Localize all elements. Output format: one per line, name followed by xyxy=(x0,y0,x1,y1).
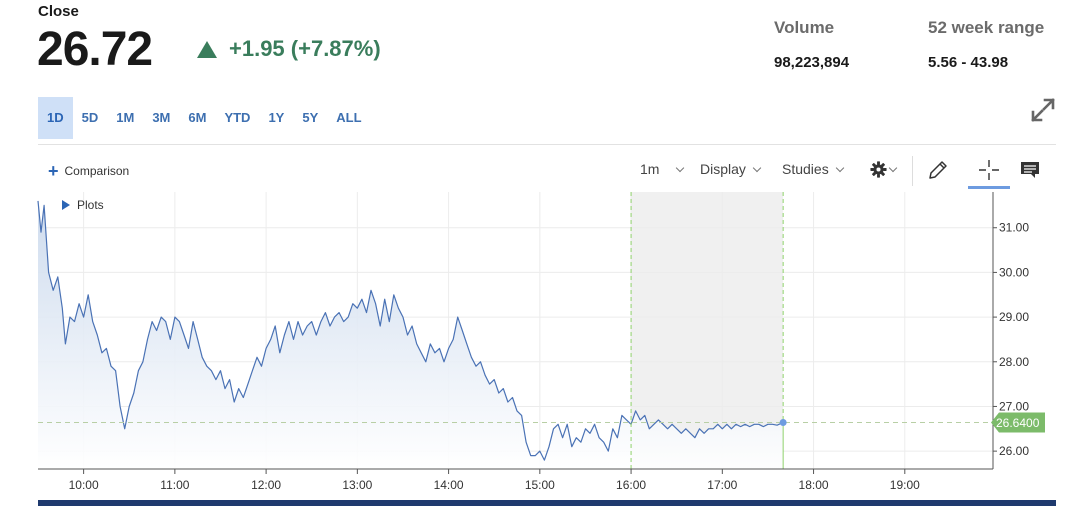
studies-label: Studies xyxy=(782,161,829,177)
price-line xyxy=(37,200,784,461)
range-label: 52 week range xyxy=(928,18,1045,37)
settings-dropdown[interactable] xyxy=(870,161,898,178)
x-tick-label-5: 15:00 xyxy=(525,478,555,492)
plots-toggle[interactable]: Plots xyxy=(62,198,104,212)
y-tick-label-5: 31.00 xyxy=(999,221,1029,235)
tab-5y[interactable]: 5Y xyxy=(302,110,319,125)
x-tick-label-4: 14:00 xyxy=(434,478,464,492)
header-divider xyxy=(38,144,1056,145)
tab-1y[interactable]: 1Y xyxy=(268,110,285,125)
last-value-label: 26.6400 xyxy=(996,416,1040,430)
volume-label: Volume xyxy=(774,18,835,37)
x-tick-label-1: 11:00 xyxy=(160,478,189,492)
expand-icon[interactable] xyxy=(1030,97,1056,123)
interval-label: 1m xyxy=(640,161,660,177)
price-area xyxy=(38,200,784,469)
chart-toolbar: + Comparison 1m Display Studies xyxy=(38,150,1056,190)
x-tick-label-0: 10:00 xyxy=(69,478,99,492)
range-stat: 52 week range 5.56 - 43.98 xyxy=(928,18,1044,71)
display-dropdown[interactable]: Display xyxy=(700,161,762,177)
x-tick-label-8: 18:00 xyxy=(799,478,829,492)
tab-3m[interactable]: 3M xyxy=(152,110,171,125)
x-tick-label-9: 19:00 xyxy=(890,478,920,492)
expand-triangle-icon xyxy=(62,200,70,210)
last-price: 26.72 xyxy=(37,23,153,76)
crosshair-icon[interactable] xyxy=(977,158,1001,182)
comparison-label: Comparison xyxy=(64,164,130,178)
price-change-text: +1.95 (+7.87%) xyxy=(229,36,381,61)
crosshair-active-indicator xyxy=(968,186,1010,189)
y-tick-label-3: 29.00 xyxy=(999,310,1029,324)
tab-all[interactable]: ALL xyxy=(336,110,362,125)
x-tick-label-2: 12:00 xyxy=(251,478,281,492)
tab-1d[interactable]: 1D xyxy=(38,97,73,139)
gear-icon xyxy=(870,161,887,178)
interval-dropdown[interactable]: 1m xyxy=(640,161,685,177)
y-tick-label-2: 28.00 xyxy=(999,355,1029,369)
x-tick-label-7: 17:00 xyxy=(707,478,737,492)
x-tick-label-3: 13:00 xyxy=(342,478,372,492)
comparison-button[interactable]: + Comparison xyxy=(48,161,130,181)
tab-1m[interactable]: 1M xyxy=(116,110,135,125)
y-tick-label-0: 26.00 xyxy=(999,444,1029,458)
studies-dropdown[interactable]: Studies xyxy=(782,161,844,177)
plus-icon: + xyxy=(48,161,59,181)
toolbar-separator xyxy=(912,156,913,186)
range-value: 5.56 - 43.98 xyxy=(928,54,1009,71)
display-label: Display xyxy=(700,161,746,177)
price-change: +1.95 (+7.87%) xyxy=(197,36,381,62)
up-arrow-icon xyxy=(197,40,217,58)
tab-6m[interactable]: 6M xyxy=(188,110,207,125)
pencil-icon[interactable] xyxy=(926,158,950,182)
y-tick-label-4: 30.00 xyxy=(999,265,1029,279)
last-value-badge xyxy=(991,412,1045,433)
comment-icon[interactable] xyxy=(1018,158,1042,182)
close-label: Close xyxy=(38,3,79,20)
bottom-bar xyxy=(38,500,1056,506)
tab-5d[interactable]: 5D xyxy=(81,110,99,125)
volume-value: 98,223,894 xyxy=(774,54,850,71)
plots-label: Plots xyxy=(77,198,104,212)
volume-stat: Volume 98,223,894 xyxy=(774,18,849,71)
x-tick-label-6: 16:00 xyxy=(616,478,646,492)
tab-ytd[interactable]: YTD xyxy=(224,110,251,125)
last-value-dot xyxy=(779,419,787,427)
time-range-tabs: 1D 5D 1M 3M 6M YTD 1Y 5Y ALL xyxy=(38,97,371,139)
y-tick-label-1: 27.00 xyxy=(999,399,1029,413)
